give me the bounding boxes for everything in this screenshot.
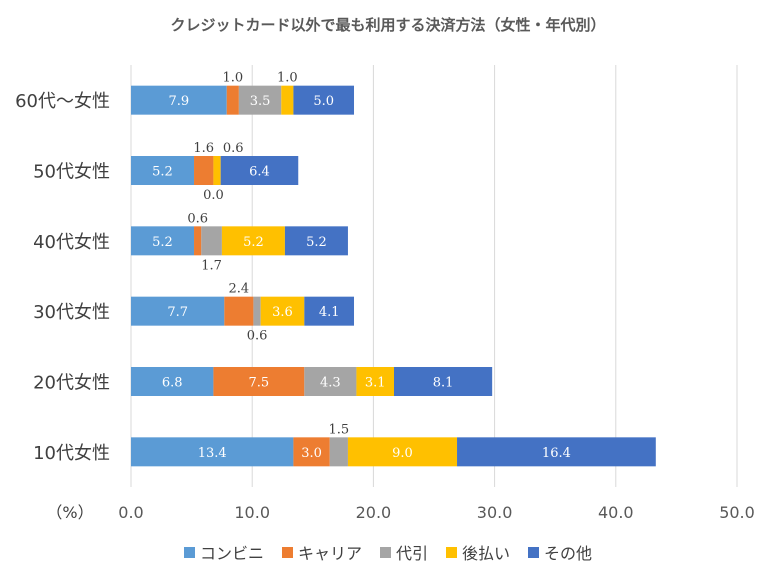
- bar-segment: [260, 296, 305, 326]
- category-label: 10代女性: [33, 443, 110, 464]
- chart-title: クレジットカード以外で最も利用する決済方法（女性・年代別）: [170, 16, 606, 34]
- bar-segment: [221, 226, 285, 256]
- data-label: 1.6: [193, 141, 214, 156]
- x-tick-label: 50.0: [719, 503, 755, 522]
- data-label: 4.1: [319, 305, 340, 320]
- category-label: 40代女性: [33, 232, 110, 253]
- bar-segment: [304, 296, 355, 326]
- data-label: 5.2: [152, 235, 173, 250]
- bar-segment: [347, 437, 458, 467]
- bar-segment: [194, 156, 214, 185]
- bar-segment: [213, 156, 221, 185]
- data-label: 7.5: [249, 376, 270, 391]
- category-label: 30代女性: [33, 302, 110, 323]
- data-label: 5.2: [306, 235, 327, 250]
- data-label: 6.8: [162, 376, 183, 391]
- data-label: 6.4: [249, 165, 270, 180]
- data-label: 0.0: [203, 188, 224, 203]
- bar-segment: [131, 226, 195, 256]
- legend-item: キャリア: [281, 540, 362, 564]
- legend-label: その他: [544, 544, 593, 563]
- bar-segment: [226, 85, 239, 115]
- bar-segment: [356, 367, 395, 396]
- x-tick-label: 30.0: [477, 503, 513, 522]
- legend-swatch: [379, 546, 391, 558]
- bar-segment: [131, 156, 195, 185]
- data-label: 3.6: [272, 305, 293, 320]
- legend-item: 後払い: [446, 540, 510, 564]
- bar-segment: [220, 156, 299, 185]
- bar-segment: [194, 226, 202, 256]
- data-label: 2.4: [229, 282, 250, 297]
- bar-segment: [201, 226, 222, 256]
- x-tick-label: 10.0: [234, 503, 270, 522]
- legend-swatch: [446, 546, 457, 558]
- legend-swatch: [528, 546, 540, 558]
- data-label: 0.6: [223, 141, 244, 156]
- data-label: 5.2: [243, 235, 264, 250]
- bar-segment: [457, 437, 656, 467]
- legend-label: コンビニ: [199, 544, 264, 563]
- data-label: 3.0: [301, 446, 322, 461]
- bar-segment: [284, 226, 348, 256]
- bar-segment: [253, 296, 261, 326]
- data-label: 3.5: [250, 94, 271, 109]
- bar-segment: [329, 437, 348, 467]
- data-label: 5.0: [313, 94, 334, 109]
- legend-label: 後払い: [462, 544, 511, 563]
- x-axis-label: （%）: [46, 503, 93, 522]
- legend-swatch: [281, 546, 293, 558]
- bar-segment: [293, 437, 330, 467]
- data-label: 0.6: [187, 211, 208, 226]
- legend-label: キャリア: [297, 544, 362, 563]
- x-tick-label: 40.0: [598, 503, 634, 522]
- bar-segment: [131, 296, 225, 326]
- data-label: 8.1: [433, 376, 454, 391]
- data-label: 7.7: [167, 305, 188, 320]
- data-label: 7.9: [169, 94, 190, 109]
- bar-segment: [293, 85, 355, 115]
- category-label: 20代女性: [33, 373, 110, 394]
- data-label: 16.4: [542, 446, 571, 461]
- data-label: 9.0: [392, 446, 413, 461]
- legend-item: コンビニ: [183, 540, 264, 564]
- category-label: 60代～女性: [15, 91, 110, 112]
- bar-segment: [394, 367, 493, 396]
- legend-item: 代引: [379, 540, 428, 564]
- bar-segment: [281, 85, 294, 115]
- x-tick-label: 0.0: [118, 503, 143, 522]
- data-label: 1.0: [277, 71, 298, 86]
- data-label: 5.2: [152, 165, 173, 180]
- legend: コンビニ キャリア 代引 後払い その他: [0, 540, 776, 564]
- bar-segment: [238, 85, 282, 115]
- x-tick-label: 20.0: [356, 503, 392, 522]
- bar-segment: [131, 85, 227, 115]
- data-label: 4.3: [320, 376, 341, 391]
- bar-segment: [224, 296, 254, 326]
- data-label: 1.5: [329, 422, 350, 437]
- legend-label: 代引: [395, 544, 428, 563]
- data-label: 0.6: [247, 329, 268, 344]
- data-label: 13.4: [198, 446, 227, 461]
- data-label: 1.0: [222, 71, 243, 86]
- bar-segment: [213, 367, 305, 396]
- category-label: 50代女性: [33, 162, 110, 183]
- bar-segment: [131, 367, 214, 396]
- legend-swatch: [183, 546, 195, 558]
- data-label: 1.7: [201, 258, 222, 273]
- bar-segment: [304, 367, 357, 396]
- legend-item: その他: [528, 540, 592, 564]
- bar-segment: [131, 437, 294, 467]
- data-label: 3.1: [365, 376, 386, 391]
